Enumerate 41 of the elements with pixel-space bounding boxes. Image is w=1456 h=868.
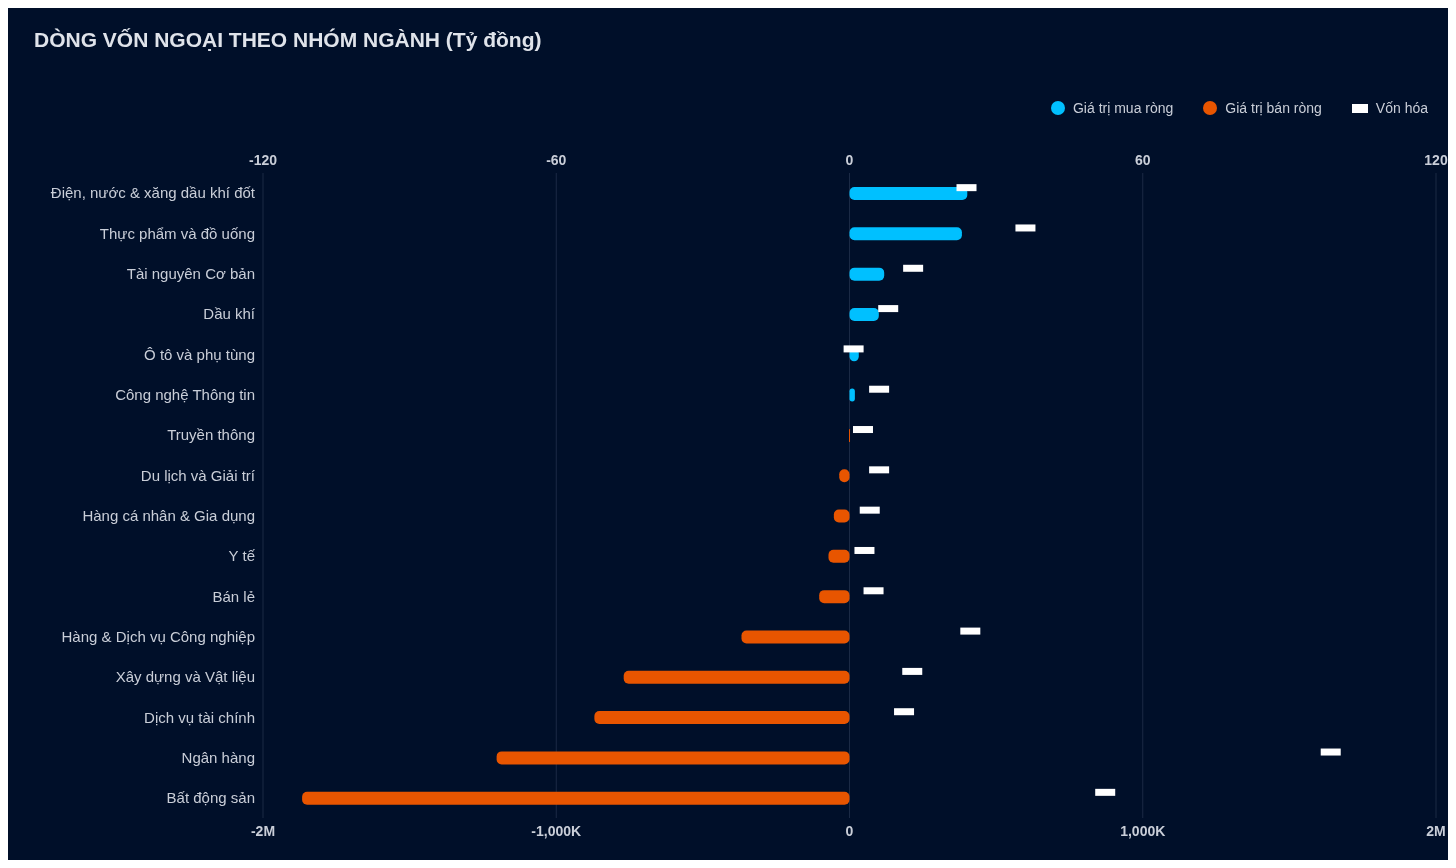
y-tick-label: Dầu khí: [203, 305, 256, 323]
x-tick-label: 120: [1424, 152, 1448, 168]
x2-tick-label: -2M: [250, 822, 276, 839]
bar: [849, 227, 962, 241]
y-tick-label: Tài nguyên Cơ bản: [126, 265, 255, 283]
y-tick-label: Bất động sản: [166, 789, 255, 807]
bar: [302, 791, 850, 805]
x2-tick-label: 2M: [1426, 822, 1446, 839]
y-tick-label: Ô tô và phụ tùng: [144, 345, 255, 363]
legend-label: Vốn hóa: [1375, 100, 1428, 116]
x-tick-label: 60: [1134, 152, 1151, 168]
bar: [594, 711, 850, 725]
chart-title: DÒNG VỐN NGOẠI THEO NHÓM NGÀNH (Tỷ đồng): [34, 28, 542, 52]
x-tick-label: -120: [248, 152, 278, 168]
bar: [849, 307, 879, 321]
y-tick-label: Bán lẻ: [212, 587, 255, 605]
y-tick-label: Công nghệ Thông tin: [115, 386, 255, 404]
x-tick-label: 0: [845, 152, 854, 168]
y-tick-label: Thực phẩm và đồ uống: [99, 224, 255, 242]
bar: [849, 187, 968, 200]
y-tick-label: Truyền thông: [167, 426, 255, 444]
y-tick-label: Điện, nước & xăng dầu khí đốt: [50, 184, 256, 202]
x2-tick-label: -1,000K: [531, 822, 582, 839]
y-tick-label: Xây dựng và Vật liệu: [115, 668, 255, 686]
bar: [623, 670, 850, 684]
bar: [828, 549, 850, 563]
bar: [819, 590, 850, 604]
legend-label: Giá trị bán ròng: [1225, 100, 1322, 116]
y-tick-label: Ngân hàng: [181, 748, 255, 766]
bar: [741, 630, 850, 644]
y-tick-label: Du lịch và Giải trí: [140, 466, 256, 484]
x-tick-label: -60: [546, 152, 567, 168]
y-tick-label: Y tế: [228, 547, 256, 565]
x2-tick-label: 1,000K: [1120, 822, 1166, 839]
bar: [849, 267, 885, 281]
y-tick-label: Dịch vụ tài chính: [144, 708, 255, 726]
x2-tick-label: 0: [845, 822, 854, 839]
y-tick-label: Hàng & Dịch vụ Công nghiệp: [61, 627, 255, 645]
bar: [496, 751, 850, 765]
legend-label: Giá trị mua ròng: [1072, 100, 1174, 116]
y-tick-label: Hàng cá nhân & Gia dụng: [82, 506, 255, 524]
